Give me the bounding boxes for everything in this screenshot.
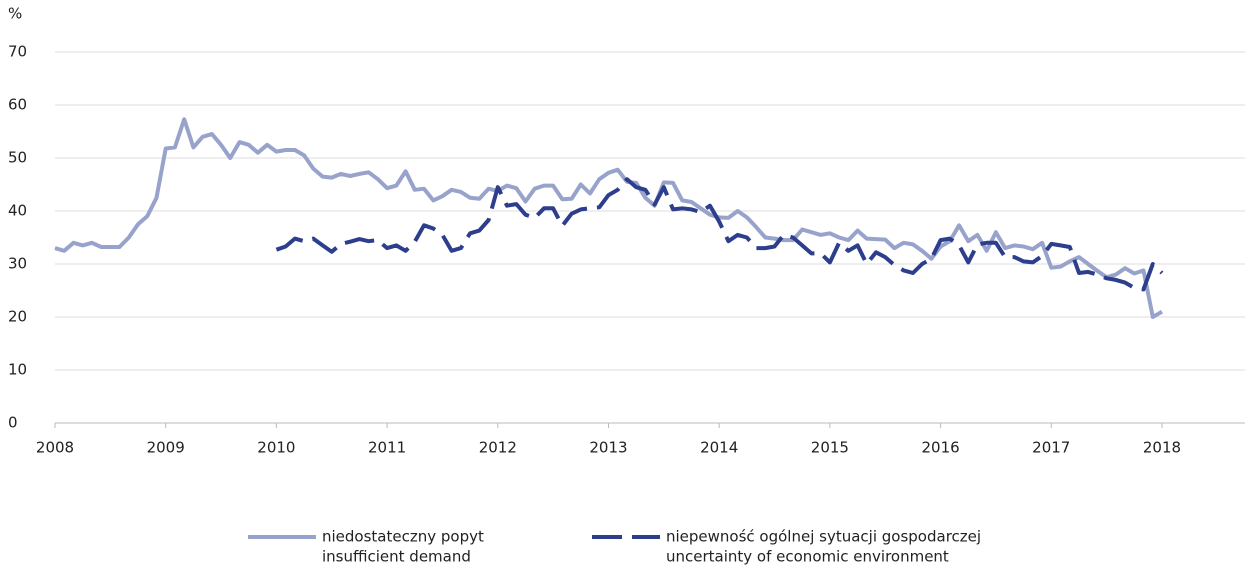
y-axis-label: %	[8, 5, 22, 23]
x-tick-label: 2013	[589, 439, 627, 457]
y-tick-label: 70	[8, 43, 27, 61]
x-tick-label: 2009	[147, 439, 185, 457]
x-tick-label: 2017	[1032, 439, 1070, 457]
legend-label: niedostateczny popyt	[322, 528, 484, 546]
series-line	[54, 117, 1163, 319]
y-tick-label: 0	[8, 414, 18, 432]
x-tick-label: 2008	[36, 439, 74, 457]
legend-label: niepewność ogólnej sytuacji gospodarczej	[666, 528, 981, 546]
x-tick-label: 2010	[257, 439, 295, 457]
y-tick-label: 10	[8, 361, 27, 379]
legend-label: insufficient demand	[322, 548, 471, 565]
y-tick-label: 30	[8, 255, 27, 273]
y-tick-label: 20	[8, 308, 27, 326]
legend-label: uncertainty of economic environment	[666, 548, 949, 565]
y-tick-label: 50	[8, 149, 27, 167]
x-tick-label: 2015	[811, 439, 849, 457]
x-tick-label: 2012	[479, 439, 517, 457]
x-tick-label: 2011	[368, 439, 406, 457]
series-line	[275, 177, 1164, 292]
x-tick-label: 2014	[700, 439, 738, 457]
y-tick-label: 40	[8, 202, 27, 220]
x-tick-label: 2018	[1143, 439, 1181, 457]
y-tick-label: 60	[8, 96, 27, 114]
x-tick-label: 2016	[921, 439, 959, 457]
